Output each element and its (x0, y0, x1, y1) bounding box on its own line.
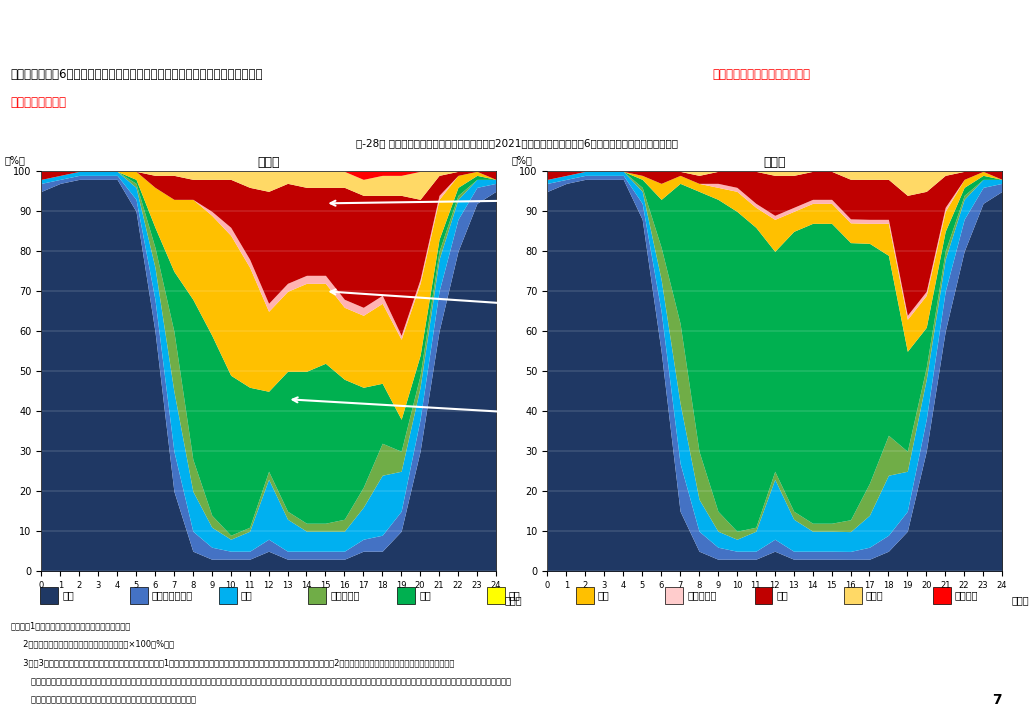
Text: （備考）1．総務省「社会生活基本調査」より作成。: （備考）1．総務省「社会生活基本調査」より作成。 (10, 621, 130, 630)
Text: 介護・看護: 介護・看護 (687, 590, 717, 600)
Bar (398, 587, 415, 604)
Bar (40, 587, 58, 604)
Text: ３次活動: ３次活動 (954, 590, 978, 600)
Bar (308, 587, 326, 604)
Text: 家事関連時間は妻、仕事時間は: 家事関連時間は妻、仕事時間は (713, 68, 811, 81)
Text: 夫に偏っている。: 夫に偏っている。 (10, 96, 66, 109)
Text: （%）: （%） (511, 156, 532, 166)
Text: 仕事: 仕事 (292, 398, 580, 422)
Title: ＜妻＞: ＜妻＞ (257, 156, 280, 169)
Text: 身の回りの用事: 身の回りの用事 (152, 590, 193, 600)
Text: 第１節　働き方や就業に関する意識の変遷、家事・育児等・働き方の現状と課題: 第１節 働き方や就業に関する意識の変遷、家事・育児等・働き方の現状と課題 (352, 17, 681, 33)
Text: 仕事: 仕事 (419, 590, 431, 600)
Title: ＜夫＞: ＜夫＞ (763, 156, 786, 169)
Text: 買い物: 買い物 (866, 590, 883, 600)
Bar (487, 587, 504, 604)
Bar (219, 587, 237, 604)
Text: 3．「3次活動」とは、睡眠、食事など生理的に必要な活動（1次活動）、仕事、家事など社会生活を営む上で義務的な性格の強い活動（2次活動）以外の、各人が自由に使える: 3．「3次活動」とは、睡眠、食事など生理的に必要な活動（1次活動）、仕事、家事な… (10, 658, 455, 668)
Text: （%）: （%） (5, 156, 26, 166)
Text: 育児: 育児 (777, 590, 788, 600)
Text: 特-28図 時刻区分別行動者率（平日、令和３（2021）年）（末子の年齢が6歳未満の共働き夫婦の妻と夫）: 特-28図 時刻区分別行動者率（平日、令和３（2021）年）（末子の年齢が6歳未… (355, 138, 678, 148)
Text: 2．「行動者率」は、行動者数／属性別の人口×100（%）。: 2．「行動者率」は、行動者数／属性別の人口×100（%）。 (10, 640, 175, 649)
Bar (576, 587, 594, 604)
Text: 学業: 学業 (508, 590, 521, 600)
Text: 睡眠: 睡眠 (62, 590, 74, 600)
Bar (665, 587, 683, 604)
Text: る活動を指し、「移動（通勤・通学を除く）」、「テレビ・ラジオ・新聞・雑誌」、「休養・くつろぎ」、「学習・自己啓発・訓練（学業以外）」、「趣味・娯楽」、「スポーツ: る活動を指し、「移動（通勤・通学を除く）」、「テレビ・ラジオ・新聞・雑誌」、「休… (10, 677, 511, 686)
Text: （時）: （時） (1011, 595, 1029, 605)
Text: 家事: 家事 (331, 289, 580, 314)
Text: 通勤・通学: 通勤・通学 (331, 590, 359, 600)
Text: 育児: 育児 (331, 193, 580, 206)
Bar (130, 587, 148, 604)
Bar (933, 587, 950, 604)
Text: 食事: 食事 (241, 590, 252, 600)
Bar (844, 587, 862, 604)
Text: （時）: （時） (505, 595, 523, 605)
Bar (754, 587, 773, 604)
Text: 家事: 家事 (598, 590, 609, 600)
Text: ・末子の年齢が6歳未満の共働き世帯の妻と夫の平日の生活時間を見てみると、: ・末子の年齢が6歳未満の共働き世帯の妻と夫の平日の生活時間を見てみると、 (10, 68, 262, 81)
Text: 活動」、「交際・付き合い」、「受診・療養」、「その他」が含まれる。: 活動」、「交際・付き合い」、「受診・療養」、「その他」が含まれる。 (10, 695, 196, 705)
Text: 7: 7 (993, 693, 1002, 707)
